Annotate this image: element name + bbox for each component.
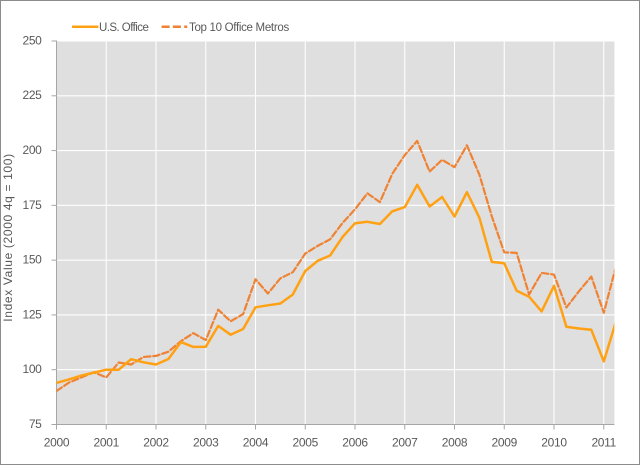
svg-text:2000: 2000 [44,435,70,449]
svg-text:2001: 2001 [94,435,120,449]
svg-text:225: 225 [23,88,43,102]
svg-text:2004: 2004 [243,435,269,449]
svg-text:250: 250 [23,33,43,47]
svg-text:100: 100 [23,362,43,376]
svg-text:Top 10 Office Metros: Top 10 Office Metros [189,22,289,34]
svg-text:175: 175 [23,198,43,212]
svg-text:2008: 2008 [442,435,468,449]
svg-text:125: 125 [23,307,43,321]
svg-text:2011: 2011 [591,435,616,449]
svg-text:2002: 2002 [143,435,169,449]
svg-text:2003: 2003 [193,435,219,449]
svg-text:U.S. Office: U.S. Office [99,22,148,34]
svg-text:150: 150 [23,253,43,267]
svg-text:2007: 2007 [392,435,418,449]
svg-text:2005: 2005 [293,435,319,449]
svg-text:75: 75 [29,417,42,431]
svg-text:Index Value (2000 4q = 100): Index Value (2000 4q = 100) [1,153,15,321]
svg-text:2006: 2006 [342,435,368,449]
svg-text:200: 200 [23,143,43,157]
svg-text:2009: 2009 [492,435,518,449]
svg-text:2010: 2010 [541,435,567,449]
